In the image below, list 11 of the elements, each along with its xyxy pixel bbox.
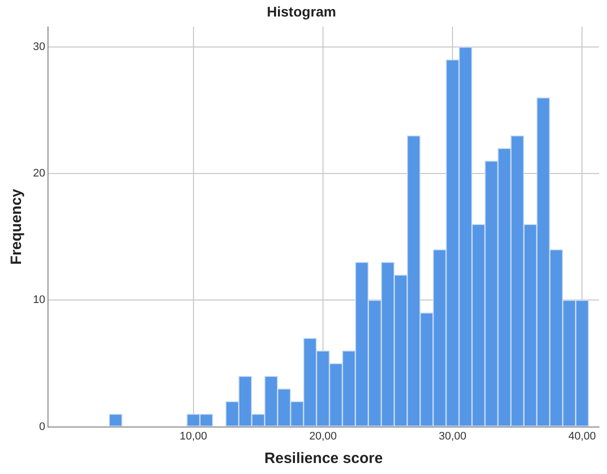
y-tick-label: 0 xyxy=(39,420,46,433)
chart-title: Histogram xyxy=(266,3,336,20)
x-axis-title: Resilience score xyxy=(264,450,383,468)
y-tick-label: 20 xyxy=(32,168,46,180)
y-axis-title: Frequency xyxy=(8,188,26,265)
x-tick-label: 30,00 xyxy=(438,430,466,442)
y-tick-label: 10 xyxy=(32,294,46,306)
x-tick-label: 10,00 xyxy=(180,430,208,442)
x-tick-label: 20,00 xyxy=(309,430,337,442)
x-tick-label: 40,00 xyxy=(568,430,596,442)
y-tick-label: 30 xyxy=(32,41,46,54)
